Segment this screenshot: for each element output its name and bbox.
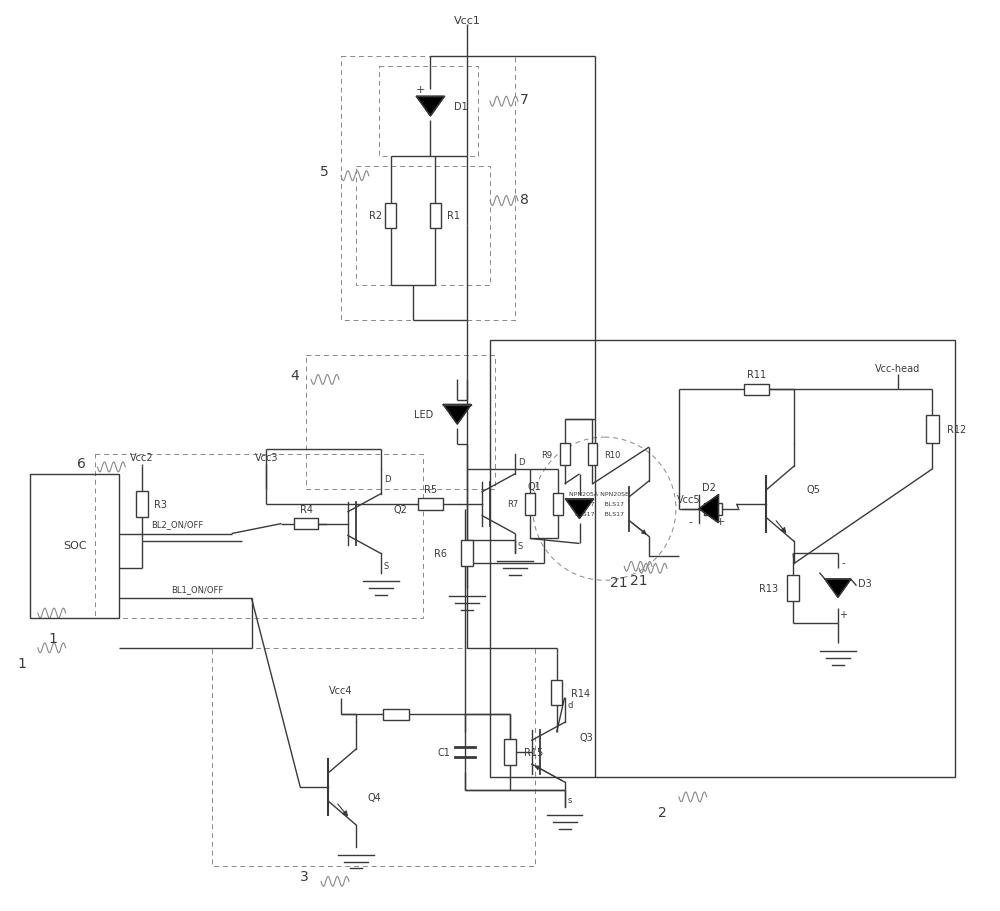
Text: LED: LED [414,410,433,420]
Bar [30,475,119,619]
Text: R11: R11 [747,370,766,380]
Text: 4: 4 [290,369,299,383]
Text: 5: 5 [320,165,329,179]
Polygon shape [417,97,444,117]
Bar [418,498,443,510]
Text: R10: R10 [604,450,621,459]
Text: Vcc4: Vcc4 [329,685,353,695]
Bar [787,576,799,601]
Text: S: S [384,561,389,570]
Polygon shape [566,499,593,519]
Text: Q2: Q2 [394,504,408,514]
Text: R15: R15 [524,747,543,757]
Text: BLS17     BLS17: BLS17 BLS17 [575,502,624,507]
Text: S: S [518,541,523,550]
Text: R13: R13 [759,584,778,594]
Text: Q1: Q1 [528,481,542,491]
Text: R2: R2 [369,211,382,221]
Text: Vcc5: Vcc5 [677,494,701,504]
Text: Q3: Q3 [580,732,593,742]
Text: D2: D2 [702,482,716,492]
Text: 1: 1 [48,631,57,645]
Text: BL1_ON/OFF: BL1_ON/OFF [171,584,223,593]
Text: Vcc2: Vcc2 [130,453,154,463]
Text: R6: R6 [434,548,447,558]
Text: Vcc-head: Vcc-head [875,363,920,374]
Text: Vcc1: Vcc1 [454,15,481,26]
Bar [704,503,722,515]
Text: R8: R8 [570,499,581,508]
Text: +: + [416,85,425,95]
Text: -: - [841,558,845,568]
Bar [306,355,495,489]
Text: +: + [839,609,847,619]
Text: D: D [518,458,524,467]
Text: BLS17     BLS17: BLS17 BLS17 [575,512,624,517]
Bar [294,518,318,529]
Bar [136,491,148,517]
Text: d: d [568,701,573,709]
Text: 6: 6 [77,456,86,470]
Bar [553,493,563,515]
Text: BL2_ON/OFF: BL2_ON/OFF [151,519,203,528]
Bar [926,415,939,444]
Bar [385,203,396,230]
Bar [461,541,473,567]
Text: D3: D3 [858,578,872,589]
Text: Vcc3: Vcc3 [255,453,278,463]
Text: NPN205A NPN20SE: NPN205A NPN20SE [569,492,629,496]
Text: 8: 8 [520,192,529,207]
Text: 3: 3 [300,869,309,884]
Bar [212,648,535,866]
Text: R4: R4 [300,504,313,514]
Text: 1: 1 [17,656,26,670]
Polygon shape [443,405,471,425]
Bar [588,444,597,466]
Text: R12: R12 [947,425,967,435]
Text: 21: 21 [610,576,627,589]
Bar [95,455,423,619]
Bar [560,444,570,466]
Polygon shape [699,496,718,523]
Text: R9: R9 [542,450,553,459]
Text: R7: R7 [507,499,518,508]
Polygon shape [825,579,851,598]
Text: 21: 21 [630,574,648,588]
Text: R14: R14 [571,688,590,698]
Text: C1: C1 [437,747,450,757]
Text: -: - [689,516,693,526]
Bar [504,740,516,765]
Bar [744,384,769,395]
Text: D: D [384,475,390,484]
Bar [383,709,409,721]
Bar [356,167,490,286]
Text: +: + [716,516,725,526]
Text: SOC: SOC [63,541,86,551]
Text: 7: 7 [520,93,529,107]
Text: Q4: Q4 [368,792,382,802]
Text: R5: R5 [424,485,437,495]
Text: R3: R3 [154,499,167,509]
Text: 2: 2 [658,805,667,819]
Bar [430,203,441,230]
Bar [490,341,955,777]
Text: Q5: Q5 [806,485,820,495]
Text: s: s [568,795,572,804]
Bar [525,493,535,515]
Bar [341,57,515,321]
Bar [551,680,562,706]
Text: D1: D1 [454,102,468,112]
Text: R1: R1 [447,211,460,221]
Bar [379,67,478,157]
